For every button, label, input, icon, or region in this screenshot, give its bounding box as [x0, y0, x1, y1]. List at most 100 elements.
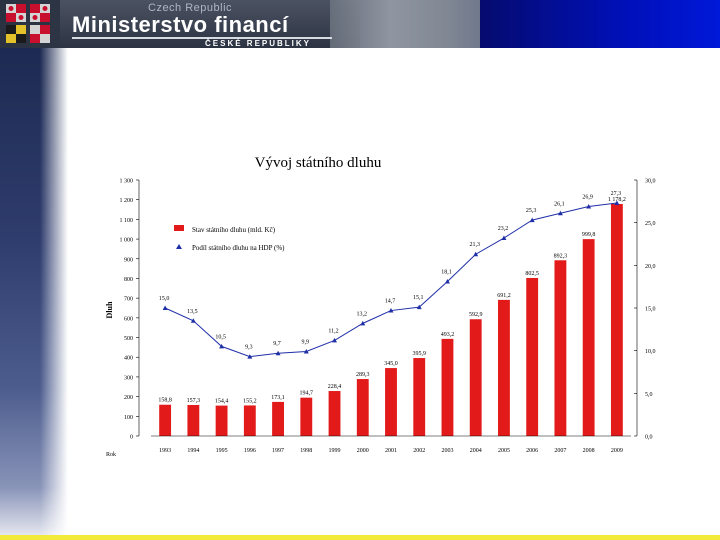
- legend-line-label: Podíl státního dluhu na HDP (%): [192, 244, 285, 252]
- bar-value-label: 999,8: [582, 232, 596, 238]
- line-value-label: 18,1: [441, 270, 452, 276]
- x-tick-label: 1996: [244, 448, 256, 454]
- header-banner: Czech Republic Ministerstvo financí ČESK…: [0, 0, 720, 48]
- x-tick-label: 2007: [554, 448, 566, 454]
- y-tick-label: 500: [124, 336, 133, 342]
- x-tick-label: 2009: [611, 448, 623, 454]
- legend-bar-swatch: [174, 225, 184, 231]
- line-point: [303, 349, 309, 354]
- line-point: [247, 354, 253, 359]
- coat-of-arms-icon: [6, 4, 26, 22]
- bar-value-label: 155,2: [243, 398, 257, 404]
- line-value-label: 11,2: [328, 328, 338, 334]
- line-point: [416, 304, 422, 310]
- bar: [328, 391, 341, 436]
- line-value-label: 15,0: [159, 296, 170, 302]
- legend: Stav státního dluhu (mld. Kč) Podíl stát…: [174, 225, 285, 252]
- line-value-label: 9,7: [273, 341, 281, 347]
- bar: [272, 401, 284, 436]
- debt-chart: Vývoj státního dluhu Dluh Rok 0 100 200 300…: [105, 155, 656, 458]
- line-point: [388, 308, 394, 313]
- bar: [300, 397, 313, 436]
- line-point: [444, 279, 450, 284]
- y-tick-label: 900: [124, 257, 133, 263]
- chart-title: Vývoj státního dluhu: [255, 155, 382, 171]
- footer-line: [0, 535, 720, 540]
- y-tick-label: 0: [130, 435, 133, 441]
- corner-label: Rok: [106, 452, 116, 458]
- y-tick-label: 400: [124, 356, 133, 362]
- line-point: [501, 235, 507, 241]
- line-point: [557, 210, 563, 216]
- line-value-label: 14,7: [385, 299, 396, 305]
- y-axis-label: Dluh: [105, 301, 114, 318]
- bar-value-label: 154,4: [215, 399, 229, 405]
- x-tick-label: 2004: [470, 448, 482, 454]
- line-point: [219, 343, 225, 349]
- y-axis: 0 100 200 300 400 500 600 700 800 900 1 000 1 100 1 …: [120, 179, 140, 441]
- bar: [243, 405, 256, 436]
- bar-value-label: 691,2: [497, 293, 511, 299]
- y2-tick-label: 30,0: [645, 179, 656, 185]
- bar: [610, 203, 623, 436]
- legend-line-marker: [176, 244, 182, 249]
- y2-axis: 0,0 5,0 10,0 15,0 20,0 25,0 30,0: [634, 179, 656, 441]
- bar-value-label: 157,3: [187, 398, 201, 404]
- y-tick-label: 300: [124, 375, 133, 381]
- line-value-label: 26,1: [554, 201, 565, 207]
- y2-tick-label: 25,0: [645, 221, 656, 227]
- line-value-label: 13,2: [357, 311, 368, 317]
- bar: [526, 277, 539, 436]
- line-value-label: 13,5: [187, 309, 198, 315]
- x-tick-label: 2002: [413, 448, 425, 454]
- bar: [187, 405, 200, 436]
- x-tick-label: 2006: [526, 448, 538, 454]
- bar: [356, 379, 369, 436]
- coat-of-arms-icon: [30, 4, 50, 22]
- brand-panel: [60, 0, 360, 48]
- y-tick-label: 800: [124, 277, 133, 283]
- brand-subtitle: ČESKÉ REPUBLIKY: [205, 39, 312, 48]
- bar-value-label: 345,0: [384, 361, 398, 367]
- line-point: [332, 337, 338, 343]
- x-tick-label: 2001: [385, 448, 397, 454]
- brand-divider: [72, 37, 332, 39]
- x-tick-label: 2003: [441, 448, 453, 454]
- line-point: [586, 203, 592, 209]
- line-point: [614, 200, 620, 206]
- header-blue-panel: [480, 0, 720, 48]
- bar: [159, 404, 172, 436]
- bar: [413, 358, 426, 436]
- bar-value-label: 592,9: [469, 312, 483, 318]
- bar: [469, 319, 482, 436]
- y-tick-label: 100: [124, 415, 133, 421]
- x-tick-label: 2008: [583, 448, 595, 454]
- line-value-label: 10,5: [215, 334, 226, 340]
- bar: [554, 260, 567, 436]
- bar: [498, 299, 510, 436]
- line-value-label: 27,3: [611, 191, 622, 197]
- bar-value-label: 1 178,2: [608, 197, 626, 203]
- line-value-label: 26,9: [582, 194, 593, 200]
- decorative-side-band: [0, 48, 68, 536]
- brand-subtitle-top: Czech Republic: [148, 2, 233, 14]
- line-point: [529, 217, 535, 223]
- bar-value-label: 173,1: [271, 395, 285, 401]
- bar-value-label: 228,4: [328, 384, 342, 390]
- bar-value-label: 493,2: [441, 332, 455, 338]
- y2-tick-label: 10,0: [645, 349, 656, 355]
- line-value-label: 15,1: [413, 295, 424, 301]
- line-series: 15,0 13,5 10,5 9,3 9,7 9,9 11,2 13,2 14,7 15,1 18,…: [159, 191, 621, 359]
- coat-of-arms-icon: [30, 25, 50, 43]
- bar-value-label: 802,5: [525, 271, 539, 277]
- bar: [441, 338, 454, 436]
- y2-tick-label: 5,0: [645, 392, 653, 398]
- y-tick-label: 700: [124, 297, 133, 303]
- line-value-label: 21,3: [469, 242, 480, 248]
- bar-value-label: 289,3: [356, 372, 370, 378]
- line-value-label: 9,3: [245, 345, 253, 351]
- line-value-label: 25,3: [526, 208, 537, 214]
- x-tick-label: 1993: [159, 448, 171, 454]
- y-tick-label: 200: [124, 395, 133, 401]
- line-point: [473, 251, 479, 257]
